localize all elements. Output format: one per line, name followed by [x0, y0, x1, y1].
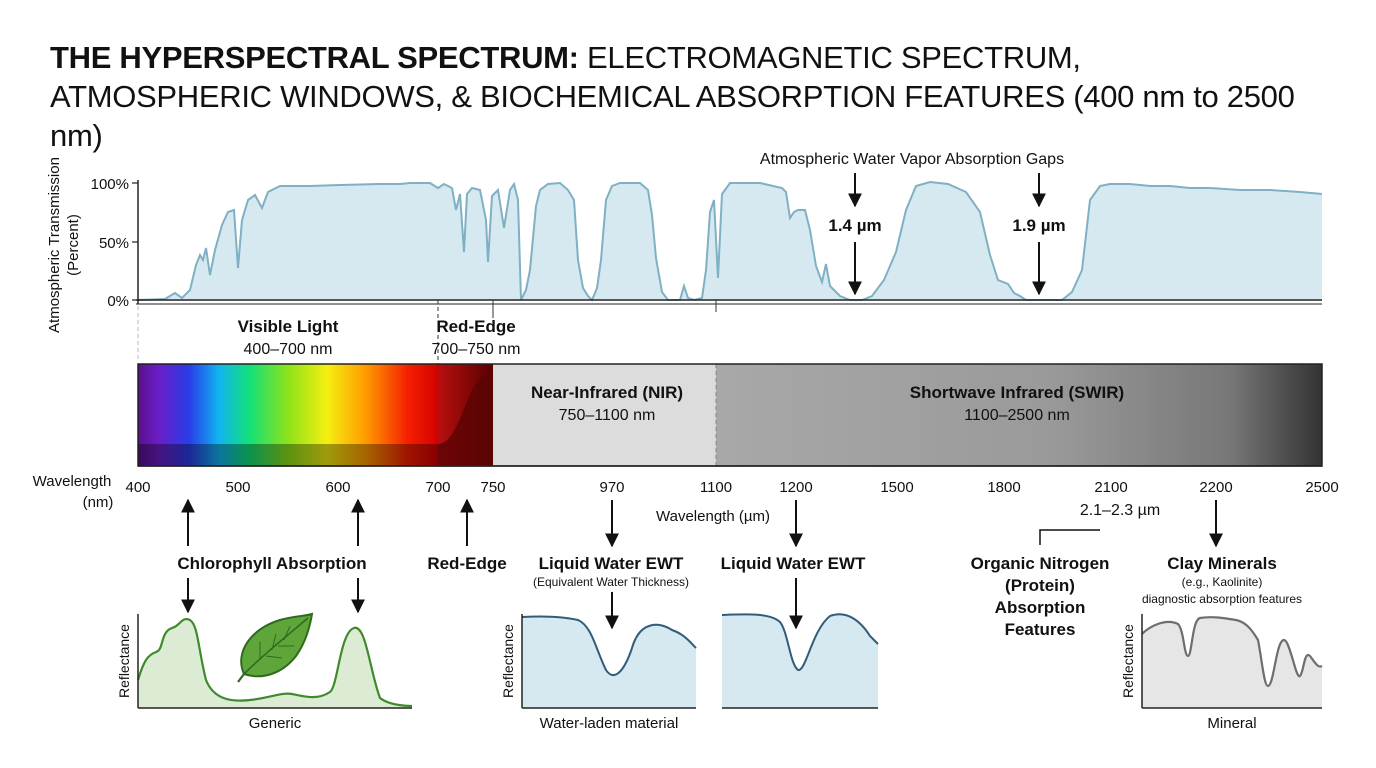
inset-y-label: Reflectance — [1120, 624, 1136, 698]
nitrogen-line1: Organic Nitrogen — [971, 554, 1110, 573]
mineral-fill — [1142, 617, 1322, 708]
nitrogen-line3: Absorption — [995, 598, 1086, 617]
inset-water: Reflectance Water-laden material — [500, 613, 879, 732]
water2-fill — [722, 614, 878, 708]
clay-label: Clay Minerals — [1167, 554, 1277, 573]
nitrogen-line2: (Protein) — [1005, 576, 1075, 595]
inset-caption-mineral: Mineral — [1207, 715, 1256, 732]
gap-title: Atmospheric Water Vapor Absorption Gaps — [760, 151, 1064, 168]
ytick-label-50: 50% — [99, 235, 129, 252]
nir-band — [493, 364, 716, 466]
tick-500: 500 — [225, 479, 250, 496]
title-line2: ATMOSPHERIC WINDOWS, & BIOCHEMICAL ABSOR… — [50, 79, 1295, 153]
tick-1100: 1100 — [700, 479, 732, 496]
ytick-label-0: 0% — [107, 293, 129, 310]
inset-y-label: Reflectance — [116, 624, 132, 698]
swir-range: 1100–2500 nm — [964, 407, 1070, 424]
gap-label-2: 1.9 µm — [1012, 216, 1065, 235]
rededge-region-label: Red-Edge — [436, 317, 515, 336]
tick-750: 750 — [480, 479, 505, 496]
water2-curve — [721, 613, 879, 671]
visible-band-shade — [138, 444, 438, 466]
inset-caption-water: Water-laden material — [540, 715, 679, 732]
visible-label: Visible Light — [238, 317, 339, 336]
transmission-fill — [138, 182, 1322, 300]
clay-sub2: diagnostic absorption features — [1142, 592, 1302, 606]
vegetation-fill — [138, 619, 412, 708]
visible-range: 400–700 nm — [244, 341, 333, 358]
tick-1800: 1800 — [987, 479, 1020, 496]
nitrogen-bracket — [1039, 529, 1100, 545]
gap-label-1: 1.4 µm — [828, 216, 881, 235]
title-rest: ELECTROMAGNETIC SPECTRUM, — [578, 40, 1081, 75]
transmission-y-label-line2: (Percent) — [65, 214, 82, 276]
absorption-features: Chlorophyll Absorption Red-Edge Liquid W… — [177, 498, 1302, 639]
water1-curve — [521, 615, 697, 676]
tick-600: 600 — [325, 479, 350, 496]
swir-band — [716, 364, 1322, 466]
tick-2100: 2100 — [1094, 479, 1127, 496]
mineral-curve — [1141, 616, 1323, 688]
title-bold: THE HYPERSPECTRAL SPECTRUM: — [50, 40, 579, 75]
transmission-chart: 100% 50% 0% Atmospheric Transmission (Pe… — [46, 151, 1323, 333]
inset-mineral: Reflectance Mineral — [1120, 614, 1323, 732]
tick-970: 970 — [599, 479, 624, 496]
water1-sub: (Equivalent Water Thickness) — [533, 575, 689, 589]
wavelength-axis-label-line1: Wavelength — [33, 473, 112, 490]
nir-range: 750–1100 nm — [559, 407, 656, 424]
ytick-label-100: 100% — [91, 176, 129, 193]
micron-axis-label: Wavelength (µm) — [656, 508, 770, 525]
tick-1200: 1200 — [779, 479, 812, 496]
rededge-feature-label: Red-Edge — [427, 554, 506, 573]
water1-label: Liquid Water EWT — [539, 554, 684, 573]
spectrum-band: Near-Infrared (NIR) 750–1100 nm Shortwav… — [137, 363, 1323, 467]
transmission-y-label-line1: Atmospheric Transmission — [46, 157, 63, 333]
swir-label: Shortwave Infrared (SWIR) — [910, 383, 1124, 402]
nir-label: Near-Infrared (NIR) — [531, 383, 683, 402]
water1-fill — [522, 616, 696, 708]
tick-400: 400 — [125, 479, 150, 496]
tick-2500: 2500 — [1305, 479, 1338, 496]
clay-sub1: (e.g., Kaolinite) — [1182, 575, 1263, 589]
transmission-curve — [137, 180, 1323, 302]
tick-700: 700 — [425, 479, 450, 496]
nitrogen-line4: Features — [1005, 620, 1076, 639]
water2-label: Liquid Water EWT — [721, 554, 866, 573]
rededge-curve — [438, 372, 493, 466]
wavelength-axis-label-line2: (nm) — [83, 494, 114, 511]
visible-band — [138, 364, 438, 466]
page-title: THE HYPERSPECTRAL SPECTRUM: ELECTROMAGNE… — [50, 38, 1350, 155]
leaf-icon — [237, 612, 314, 683]
nitrogen-range: 2.1–2.3 µm — [1080, 502, 1160, 519]
chlorophyll-label: Chlorophyll Absorption — [177, 554, 366, 573]
inset-y-label: Reflectance — [500, 624, 516, 698]
tick-1500: 1500 — [880, 479, 913, 496]
tick-2200: 2200 — [1199, 479, 1232, 496]
wavelength-axis: Wavelength (nm) 400 500 600 700 750 970 … — [33, 465, 1339, 525]
inset-caption-generic: Generic — [249, 715, 302, 732]
rededge-region-range: 700–750 nm — [432, 341, 521, 358]
vegetation-curve — [136, 618, 413, 708]
inset-generic: Reflectance Generic — [116, 612, 413, 732]
